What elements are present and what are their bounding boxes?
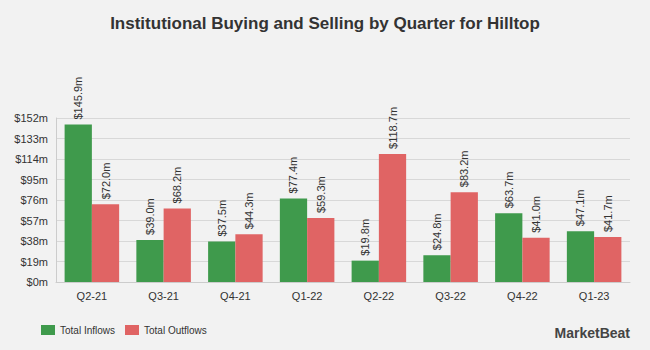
svg-text:Q2-22: Q2-22 <box>364 290 395 302</box>
svg-text:$38m: $38m <box>20 235 48 247</box>
svg-text:$39.0m: $39.0m <box>144 198 156 235</box>
svg-text:$59.3m: $59.3m <box>315 176 327 213</box>
svg-text:$76m: $76m <box>20 194 48 206</box>
svg-text:Q3-21: Q3-21 <box>148 290 179 302</box>
svg-text:$118.7m: $118.7m <box>387 107 399 149</box>
svg-text:$41.7m: $41.7m <box>602 195 614 232</box>
svg-text:$41.0m: $41.0m <box>530 196 542 233</box>
svg-text:Q4-21: Q4-21 <box>220 290 251 302</box>
svg-text:$72.0m: $72.0m <box>100 163 112 200</box>
svg-text:$44.3m: $44.3m <box>243 192 255 229</box>
svg-text:$47.1m: $47.1m <box>574 189 586 226</box>
svg-text:Total Outflows: Total Outflows <box>144 325 207 336</box>
svg-text:$68.2m: $68.2m <box>171 167 183 204</box>
svg-text:Institutional Buying and Selli: Institutional Buying and Selling by Quar… <box>110 14 540 33</box>
svg-text:$0m: $0m <box>27 276 48 288</box>
svg-text:$24.8m: $24.8m <box>431 214 443 251</box>
svg-text:$77.4m: $77.4m <box>287 157 299 194</box>
svg-text:Q1-22: Q1-22 <box>292 290 323 302</box>
svg-text:$95m: $95m <box>20 174 48 186</box>
svg-text:$133m: $133m <box>14 133 48 145</box>
svg-text:$152m: $152m <box>14 112 48 124</box>
svg-text:Total Inflows: Total Inflows <box>60 325 115 336</box>
svg-text:$63.7m: $63.7m <box>503 172 515 209</box>
svg-text:$57m: $57m <box>20 215 48 227</box>
svg-text:Q1-23: Q1-23 <box>579 290 610 302</box>
svg-text:$19m: $19m <box>20 256 48 268</box>
svg-text:Q4-22: Q4-22 <box>507 290 538 302</box>
svg-text:$83.2m: $83.2m <box>458 151 470 188</box>
svg-text:$37.5m: $37.5m <box>216 200 228 237</box>
svg-text:$114m: $114m <box>15 153 48 165</box>
svg-text:MarketBeat: MarketBeat <box>555 325 631 341</box>
svg-text:$145.9m: $145.9m <box>72 77 84 120</box>
svg-text:Q3-22: Q3-22 <box>435 290 466 302</box>
svg-text:$19.8m: $19.8m <box>359 219 371 256</box>
svg-text:Q2-21: Q2-21 <box>77 290 108 302</box>
